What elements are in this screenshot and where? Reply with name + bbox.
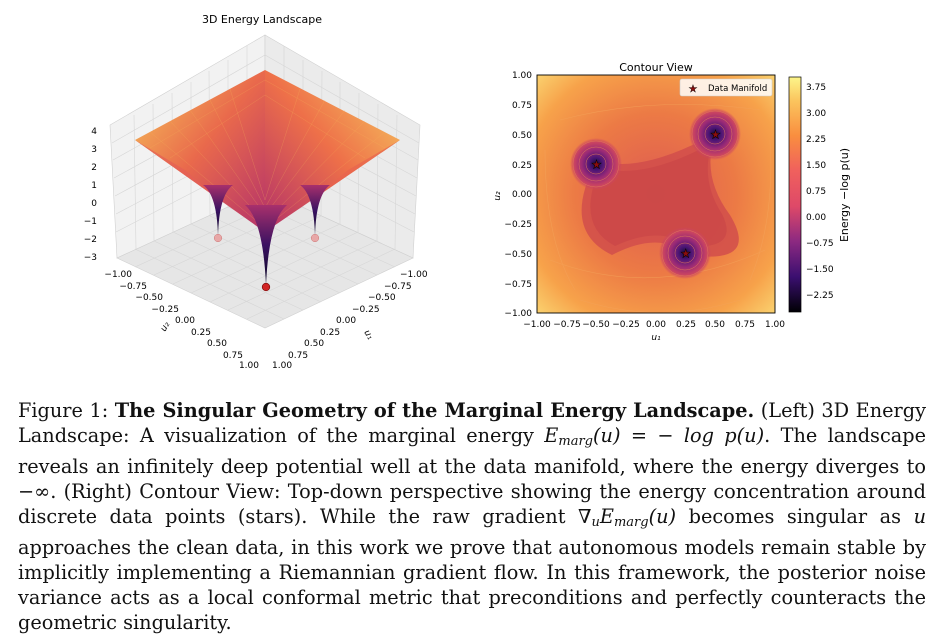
svg-text:0.00: 0.00 [512,190,532,200]
svg-text:1.00: 1.00 [239,361,259,371]
caption-part3: becomes singular as [688,505,901,528]
svg-text:1.00: 1.00 [272,361,292,371]
svg-text:−0.75: −0.75 [384,282,412,292]
figure-label: Figure 1: [18,399,109,422]
u2-axis-label: u₂ [159,320,173,333]
data-point-marker [213,233,223,243]
contour-x-axis: −1.00 −0.75 −0.50 −0.25 0.00 0.25 0.50 0… [523,320,785,330]
contour-field [537,75,775,313]
caption-eq-energy: Emarg(u) = − log p(u) [544,424,765,449]
svg-text:3: 3 [91,145,97,155]
svg-text:0.75: 0.75 [735,320,755,330]
data-manifold-star: ★ [680,247,691,261]
svg-text:−0.50: −0.50 [368,293,396,303]
svg-text:0.00: 0.00 [175,316,195,326]
svg-text:−1.50: −1.50 [806,265,834,275]
svg-text:−0.25: −0.25 [612,320,640,330]
contour-title: Contour View [619,61,693,74]
colorbar-ticks: 3.75 3.00 2.25 1.50 0.75 0.00 −0.75 −1.5… [806,83,834,301]
contour-xlabel: u₁ [651,333,661,343]
svg-text:−0.75: −0.75 [504,280,532,290]
svg-text:−0.75: −0.75 [119,282,147,292]
caption-title: The Singular Geometry of the Marginal En… [114,399,755,422]
svg-text:0.25: 0.25 [320,328,340,338]
data-point-marker [261,282,271,292]
svg-text:−1.00: −1.00 [104,270,132,280]
svg-text:0.75: 0.75 [223,351,243,361]
left-title: 3D Energy Landscape [202,13,322,26]
legend-label: Data Manifold [708,84,767,94]
svg-text:0.75: 0.75 [288,351,308,361]
svg-text:−3: −3 [84,253,97,263]
contour-frame [536,74,776,314]
svg-text:−2.25: −2.25 [806,291,834,301]
svg-text:−1.00: −1.00 [400,270,428,280]
caption-var-u: u [913,505,926,528]
svg-text:0.25: 0.25 [676,320,696,330]
svg-text:1: 1 [91,181,97,191]
svg-text:0.25: 0.25 [191,328,211,338]
svg-text:0.00: 0.00 [336,316,356,326]
svg-text:0.50: 0.50 [304,339,324,349]
contour-y-axis: 1.00 0.75 0.50 0.25 0.00 −0.25 −0.50 −0.… [504,71,532,319]
svg-text:0.50: 0.50 [705,320,725,330]
svg-text:1.00: 1.00 [512,71,532,81]
u2-axis: −1.00 −0.75 −0.50 −0.25 0.00 0.25 0.50 0… [104,270,259,371]
energy-surface [135,70,400,285]
z-axis: 4 3 2 1 0 −1 −2 −3 [84,127,98,263]
svg-text:−0.50: −0.50 [582,320,610,330]
svg-text:2.25: 2.25 [806,135,826,145]
data-manifold-star: ★ [591,157,602,171]
svg-text:−1.00: −1.00 [504,309,532,319]
legend-star-icon: ★ [689,84,698,95]
svg-text:1.00: 1.00 [765,320,785,330]
svg-text:−2: −2 [84,235,97,245]
figure-caption: Figure 1: The Singular Geometry of the M… [18,398,926,635]
data-manifold-star: ★ [710,128,721,142]
data-manifold-stars: ★ ★ ★ [591,127,721,261]
svg-text:3.75: 3.75 [806,83,826,93]
svg-text:1.50: 1.50 [806,161,826,171]
svg-text:2: 2 [91,163,97,173]
svg-text:−0.25: −0.25 [151,305,179,315]
svg-text:−0.50: −0.50 [135,293,163,303]
u1-axis-label: u₁ [361,329,375,342]
svg-text:0.00: 0.00 [806,213,826,223]
caption-part1: (Left) 3D Energy Landscape: A visualizat… [18,399,926,447]
colorbar-label: Energy −log p(u) [838,148,851,242]
caption-eq-gradient: ∇uEmarg(u) [578,505,677,530]
colorbar [788,76,802,313]
svg-text:0.50: 0.50 [512,131,532,141]
svg-text:0.00: 0.00 [646,320,666,330]
svg-text:−0.75: −0.75 [553,320,581,330]
svg-text:0.50: 0.50 [207,339,227,349]
svg-text:0.75: 0.75 [512,101,532,111]
svg-text:0: 0 [91,199,97,209]
svg-text:0.75: 0.75 [806,187,826,197]
svg-text:3.00: 3.00 [806,109,826,119]
svg-text:0.25: 0.25 [512,161,532,171]
svg-text:−0.50: −0.50 [504,250,532,260]
caption-part2: . The landscape reveals an infinitely de… [18,424,926,528]
svg-text:−0.25: −0.25 [352,305,380,315]
u1-axis: −1.00 −0.75 −0.50 −0.25 0.00 0.25 0.50 0… [272,270,428,371]
data-point-marker [310,233,320,243]
svg-text:−1: −1 [84,217,97,227]
svg-text:−1.00: −1.00 [523,320,551,330]
contour-ylabel: u₂ [493,191,503,201]
caption-part4: approaches the clean data, in this work … [18,536,926,634]
figure: 3D Energy Landscape [84,13,851,371]
legend: ★ Data Manifold [679,78,773,97]
svg-text:4: 4 [91,127,97,137]
svg-text:−0.25: −0.25 [504,220,532,230]
svg-text:−0.75: −0.75 [806,239,834,249]
